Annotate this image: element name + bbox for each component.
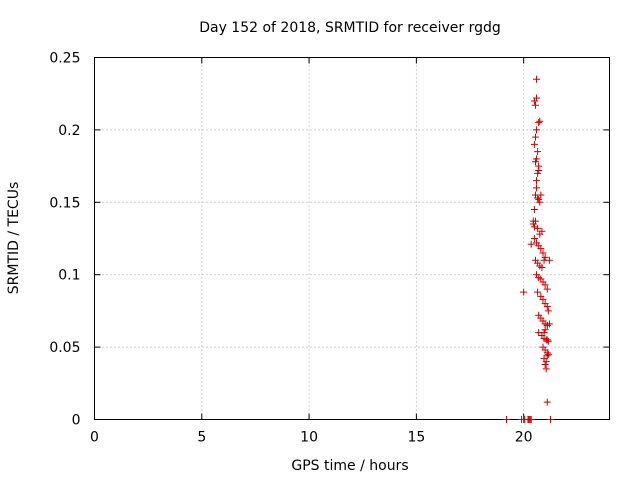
y-tick-label: 0 (72, 413, 81, 429)
data-point (534, 288, 542, 296)
data-point (537, 191, 545, 199)
y-tick-label: 0.1 (58, 268, 80, 284)
data-point (543, 398, 551, 406)
data-point (531, 133, 539, 141)
data-point (544, 350, 552, 358)
x-axis-title: GPS time / hours (291, 458, 408, 474)
data-point (543, 352, 551, 360)
data-point (531, 158, 539, 166)
data-point (536, 198, 544, 206)
data-point (535, 119, 543, 127)
y-axis-tick-labels: 0 0.05 0.1 0.15 0.2 0.25 (49, 51, 80, 429)
data-point (533, 177, 541, 185)
y-tick-label: 0.2 (58, 123, 80, 139)
plot-frame (94, 57, 610, 420)
x-tick-label: 10 (300, 430, 318, 446)
data-point (543, 303, 551, 311)
data-point (534, 224, 542, 232)
data-point (542, 358, 550, 366)
data-point (539, 249, 547, 257)
data-point (545, 256, 553, 264)
data-point (540, 329, 548, 337)
data-point (527, 416, 535, 423)
data-point (533, 126, 541, 134)
data-point (533, 155, 541, 163)
grid-lines (94, 57, 610, 420)
data-point (538, 263, 546, 271)
x-axis-tick-labels: 0 5 10 15 20 (90, 430, 533, 446)
x-tick-label: 20 (515, 430, 533, 446)
data-point (503, 416, 510, 423)
data-point (530, 140, 538, 148)
y-tick-label: 0.15 (49, 195, 80, 211)
data-point (520, 288, 528, 296)
data-point (531, 217, 539, 225)
data-points (503, 75, 554, 423)
data-point (544, 337, 552, 345)
data-point (531, 101, 539, 109)
data-point (541, 326, 549, 334)
data-point (541, 253, 549, 261)
data-point (530, 223, 538, 231)
data-point (546, 416, 554, 423)
y-tick-label: 0.25 (49, 51, 80, 67)
data-point (538, 227, 546, 235)
data-point (534, 148, 542, 156)
y-tick-label: 0.05 (49, 340, 80, 356)
data-point (536, 117, 544, 125)
x-tick-label: 15 (407, 430, 425, 446)
x-tick-label: 5 (197, 430, 206, 446)
data-point (541, 281, 549, 289)
y-axis-title: SRMTID / TECUs (6, 182, 22, 295)
data-point (541, 360, 549, 368)
data-point (539, 295, 547, 303)
data-point (543, 285, 551, 293)
data-point (530, 206, 538, 214)
data-point (534, 169, 542, 177)
x-tick-label: 0 (90, 430, 99, 446)
data-point (533, 75, 541, 83)
data-point (543, 321, 551, 329)
data-point (527, 240, 535, 248)
data-point (543, 336, 551, 344)
data-point (542, 365, 550, 373)
chart-title: Day 152 of 2018, SRMTID for receiver rgd… (199, 20, 501, 36)
data-point (544, 307, 552, 315)
data-point (533, 94, 541, 102)
data-point (537, 245, 545, 253)
data-point (535, 162, 543, 170)
data-point (533, 184, 541, 192)
data-point (534, 194, 542, 202)
data-point (535, 195, 543, 203)
data-point (530, 235, 538, 242)
